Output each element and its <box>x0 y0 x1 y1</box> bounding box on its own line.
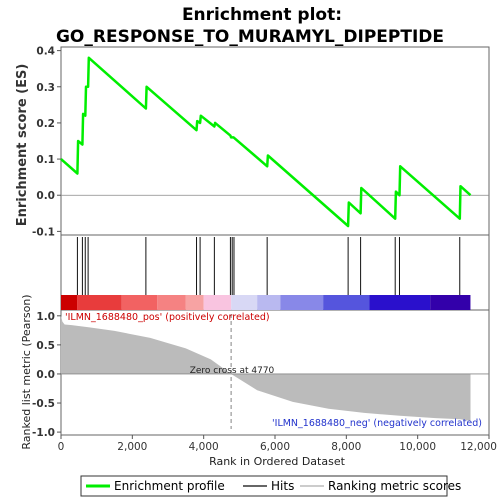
es-y-tick-label: -0.1 <box>32 226 55 238</box>
colorbar-segment <box>61 295 77 310</box>
es-y-tick-label: 0.4 <box>36 46 55 58</box>
es-y-tick-label: 0.2 <box>36 118 55 130</box>
es-panel-frame <box>61 47 489 235</box>
colorbar-segment <box>186 295 204 310</box>
es-y-tick-label: 0.1 <box>36 154 55 166</box>
x-tick-label: 6,000 <box>260 441 290 453</box>
colorbar-segment <box>157 295 186 310</box>
negative-correlation-label: 'ILMN_1688480_neg' (negatively correlate… <box>272 418 482 429</box>
es-y-axis-label: Enrichment score (ES) <box>15 64 30 227</box>
colorbar-segment <box>370 295 431 310</box>
legend-enrichment-label: Enrichment profile <box>114 479 225 493</box>
colorbar-segment <box>122 295 158 310</box>
metric-y-tick-label: 0.0 <box>36 369 55 381</box>
x-tick-label: 4,000 <box>189 441 219 453</box>
legend-hits-label: Hits <box>271 479 294 493</box>
metric-y-tick-label: 1.0 <box>36 311 55 323</box>
chart-subtitle: GO_RESPONSE_TO_MURAMYL_DIPEPTIDE <box>56 27 444 47</box>
x-tick-label: 2,000 <box>117 441 147 453</box>
legend-ranking-label: Ranking metric scores <box>328 479 461 493</box>
es-y-tick-label: 0.0 <box>36 190 55 202</box>
colorbar-segment <box>257 295 280 310</box>
colorbar-segment <box>77 295 122 310</box>
x-axis-label: Rank in Ordered Dataset <box>209 455 346 468</box>
metric-y-tick-label: -1.0 <box>32 427 55 439</box>
es-y-tick-label: 0.3 <box>36 82 55 94</box>
x-tick-label: 0 <box>58 441 65 453</box>
x-tick-label: 12,000 <box>460 441 497 453</box>
colorbar-segment <box>280 295 323 310</box>
x-tick-label: 10,000 <box>399 441 436 453</box>
metric-y-axis-label: Ranked list metric (Pearson) <box>20 294 33 449</box>
chart-title: Enrichment plot: <box>182 5 342 25</box>
positive-correlation-label: 'ILMN_1688480_pos' (positively correlate… <box>65 312 270 323</box>
zero-cross-label: Zero cross at 4770 <box>190 366 275 376</box>
rank-colorbar <box>61 295 470 310</box>
colorbar-segment <box>323 295 369 310</box>
metric-y-tick-label: -0.5 <box>32 398 55 410</box>
x-tick-label: 8,000 <box>331 441 361 453</box>
colorbar-segment <box>231 295 257 310</box>
metric-y-tick-label: 0.5 <box>36 340 55 352</box>
colorbar-segment <box>430 295 470 310</box>
colorbar-segment <box>204 295 231 310</box>
